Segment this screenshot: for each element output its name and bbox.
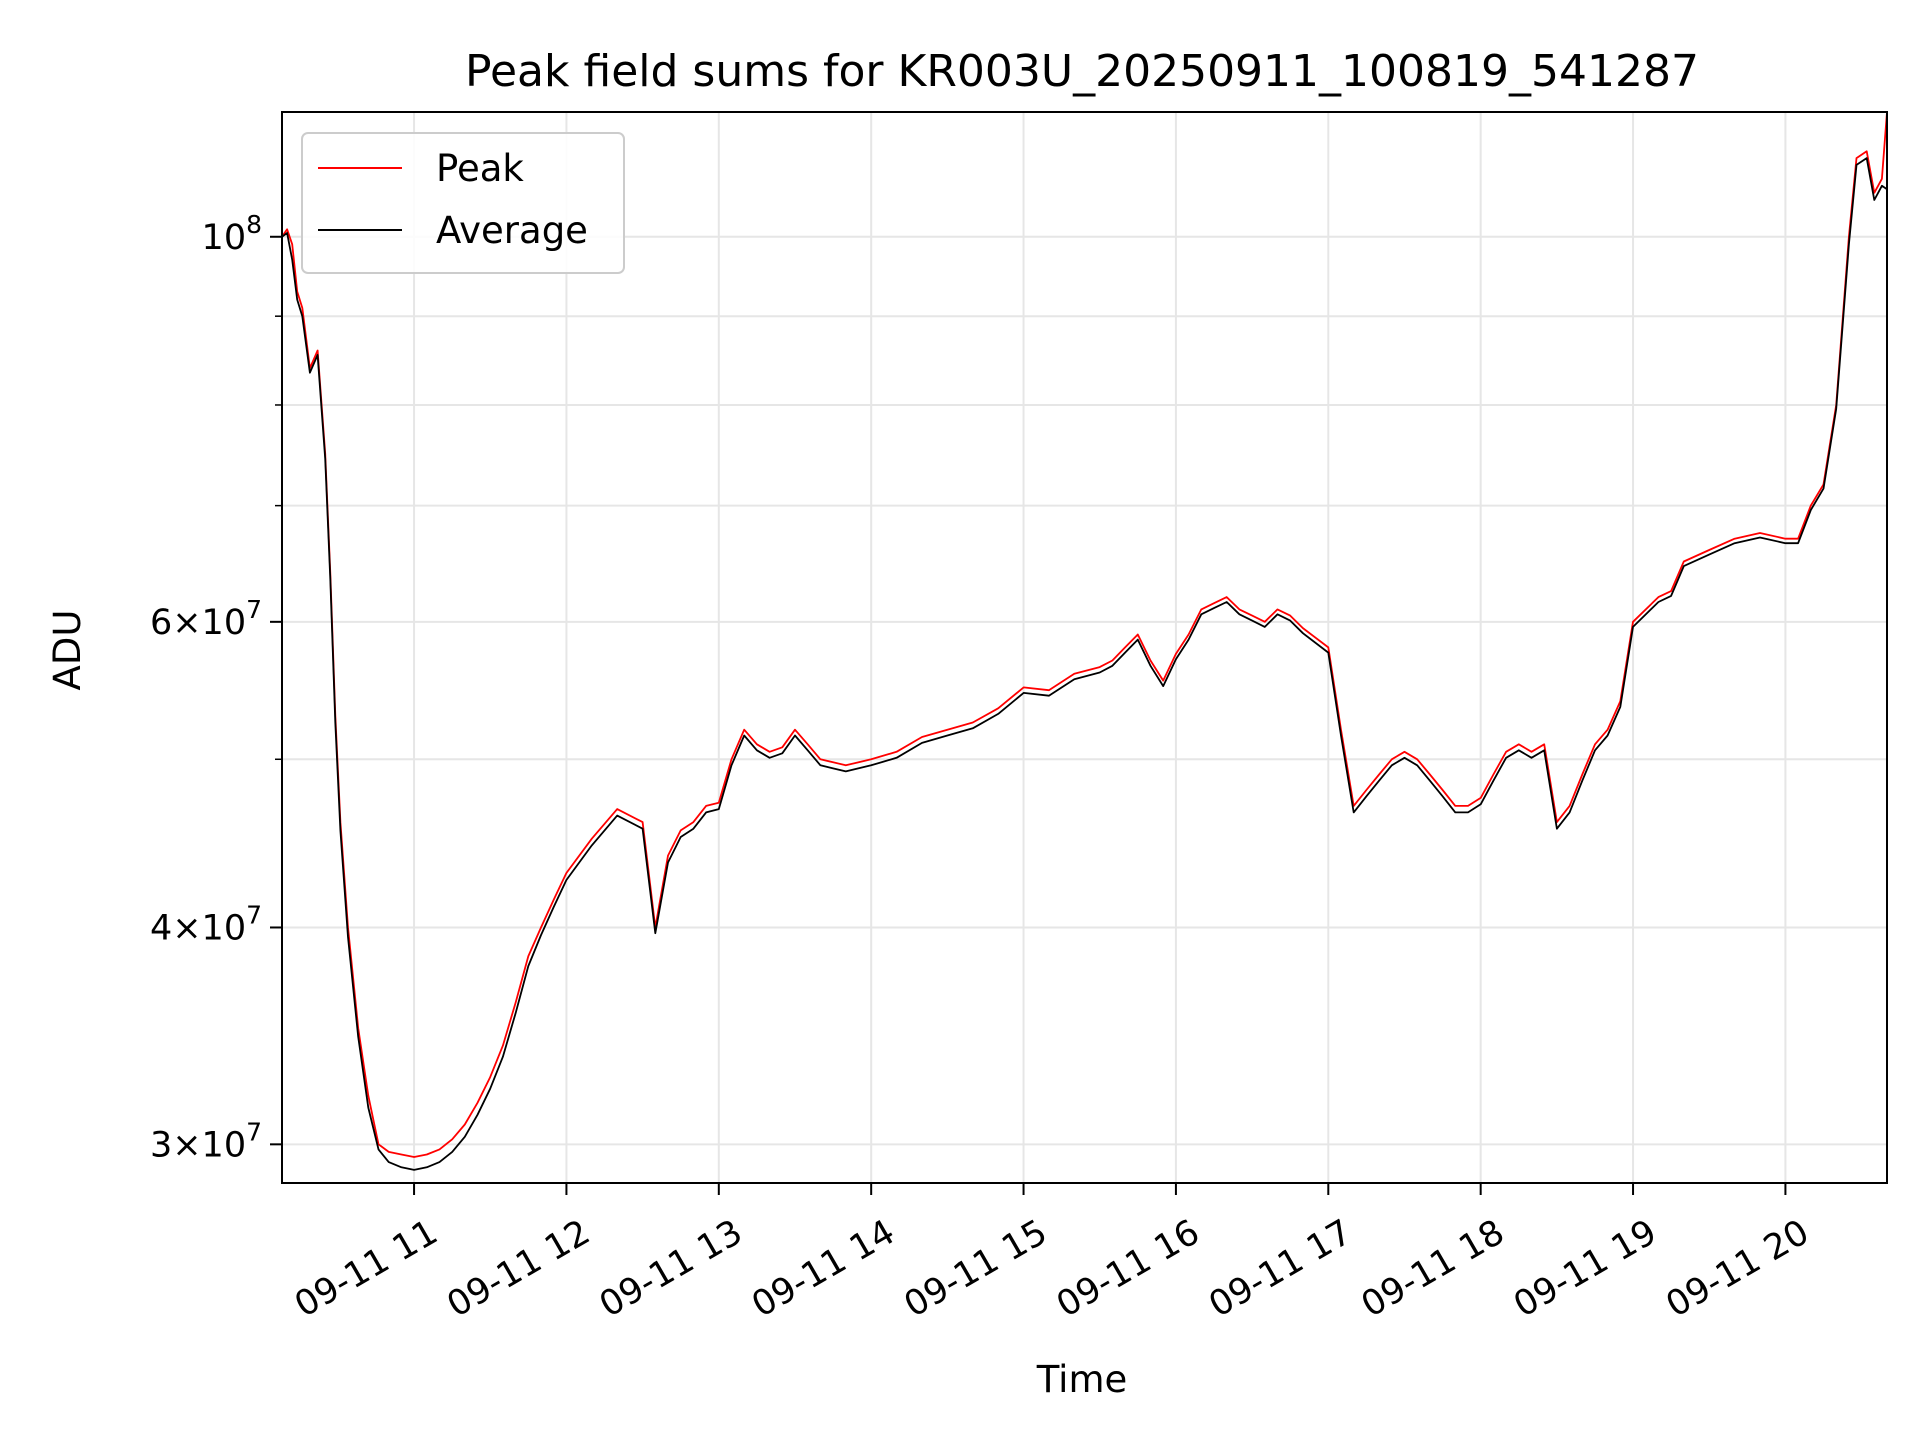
series-line-peak [281,111,1888,1158]
grid [282,112,1887,1183]
x-tick-label: 09-11 13 [593,1212,749,1325]
y-tick-label: 6×107 [150,595,262,643]
x-tick-label: 09-11 17 [1203,1212,1359,1325]
plot-series [281,111,1888,1171]
y-tick-label: 4×107 [150,900,262,948]
y-tick-label: 108 [202,210,262,258]
x-tick-label: 09-11 14 [745,1212,901,1325]
x-tick-label: 09-11 16 [1050,1212,1206,1325]
y-axis-ticks: 3×107 4×107 6×107 108 [150,210,282,1165]
legend-label-peak: Peak [436,147,524,190]
y-tick-label: 3×107 [150,1117,262,1165]
x-tick-label: 09-11 11 [288,1212,444,1325]
series-line-average [281,157,1888,1171]
x-tick-label: 09-11 20 [1660,1212,1816,1325]
chart-title: Peak field sums for KR003U_20250911_1008… [465,46,1699,97]
legend: Peak Average [301,132,625,274]
x-tick-label: 09-11 18 [1355,1212,1511,1325]
x-axis-label: Time [1036,1358,1128,1401]
plot-frame [281,111,1888,1184]
legend-label-average: Average [436,209,588,252]
y-axis-label: ADU [46,610,89,691]
x-tick-label: 09-11 12 [441,1212,597,1325]
x-tick-label: 09-11 19 [1507,1212,1663,1325]
x-tick-label: 09-11 15 [898,1212,1054,1325]
